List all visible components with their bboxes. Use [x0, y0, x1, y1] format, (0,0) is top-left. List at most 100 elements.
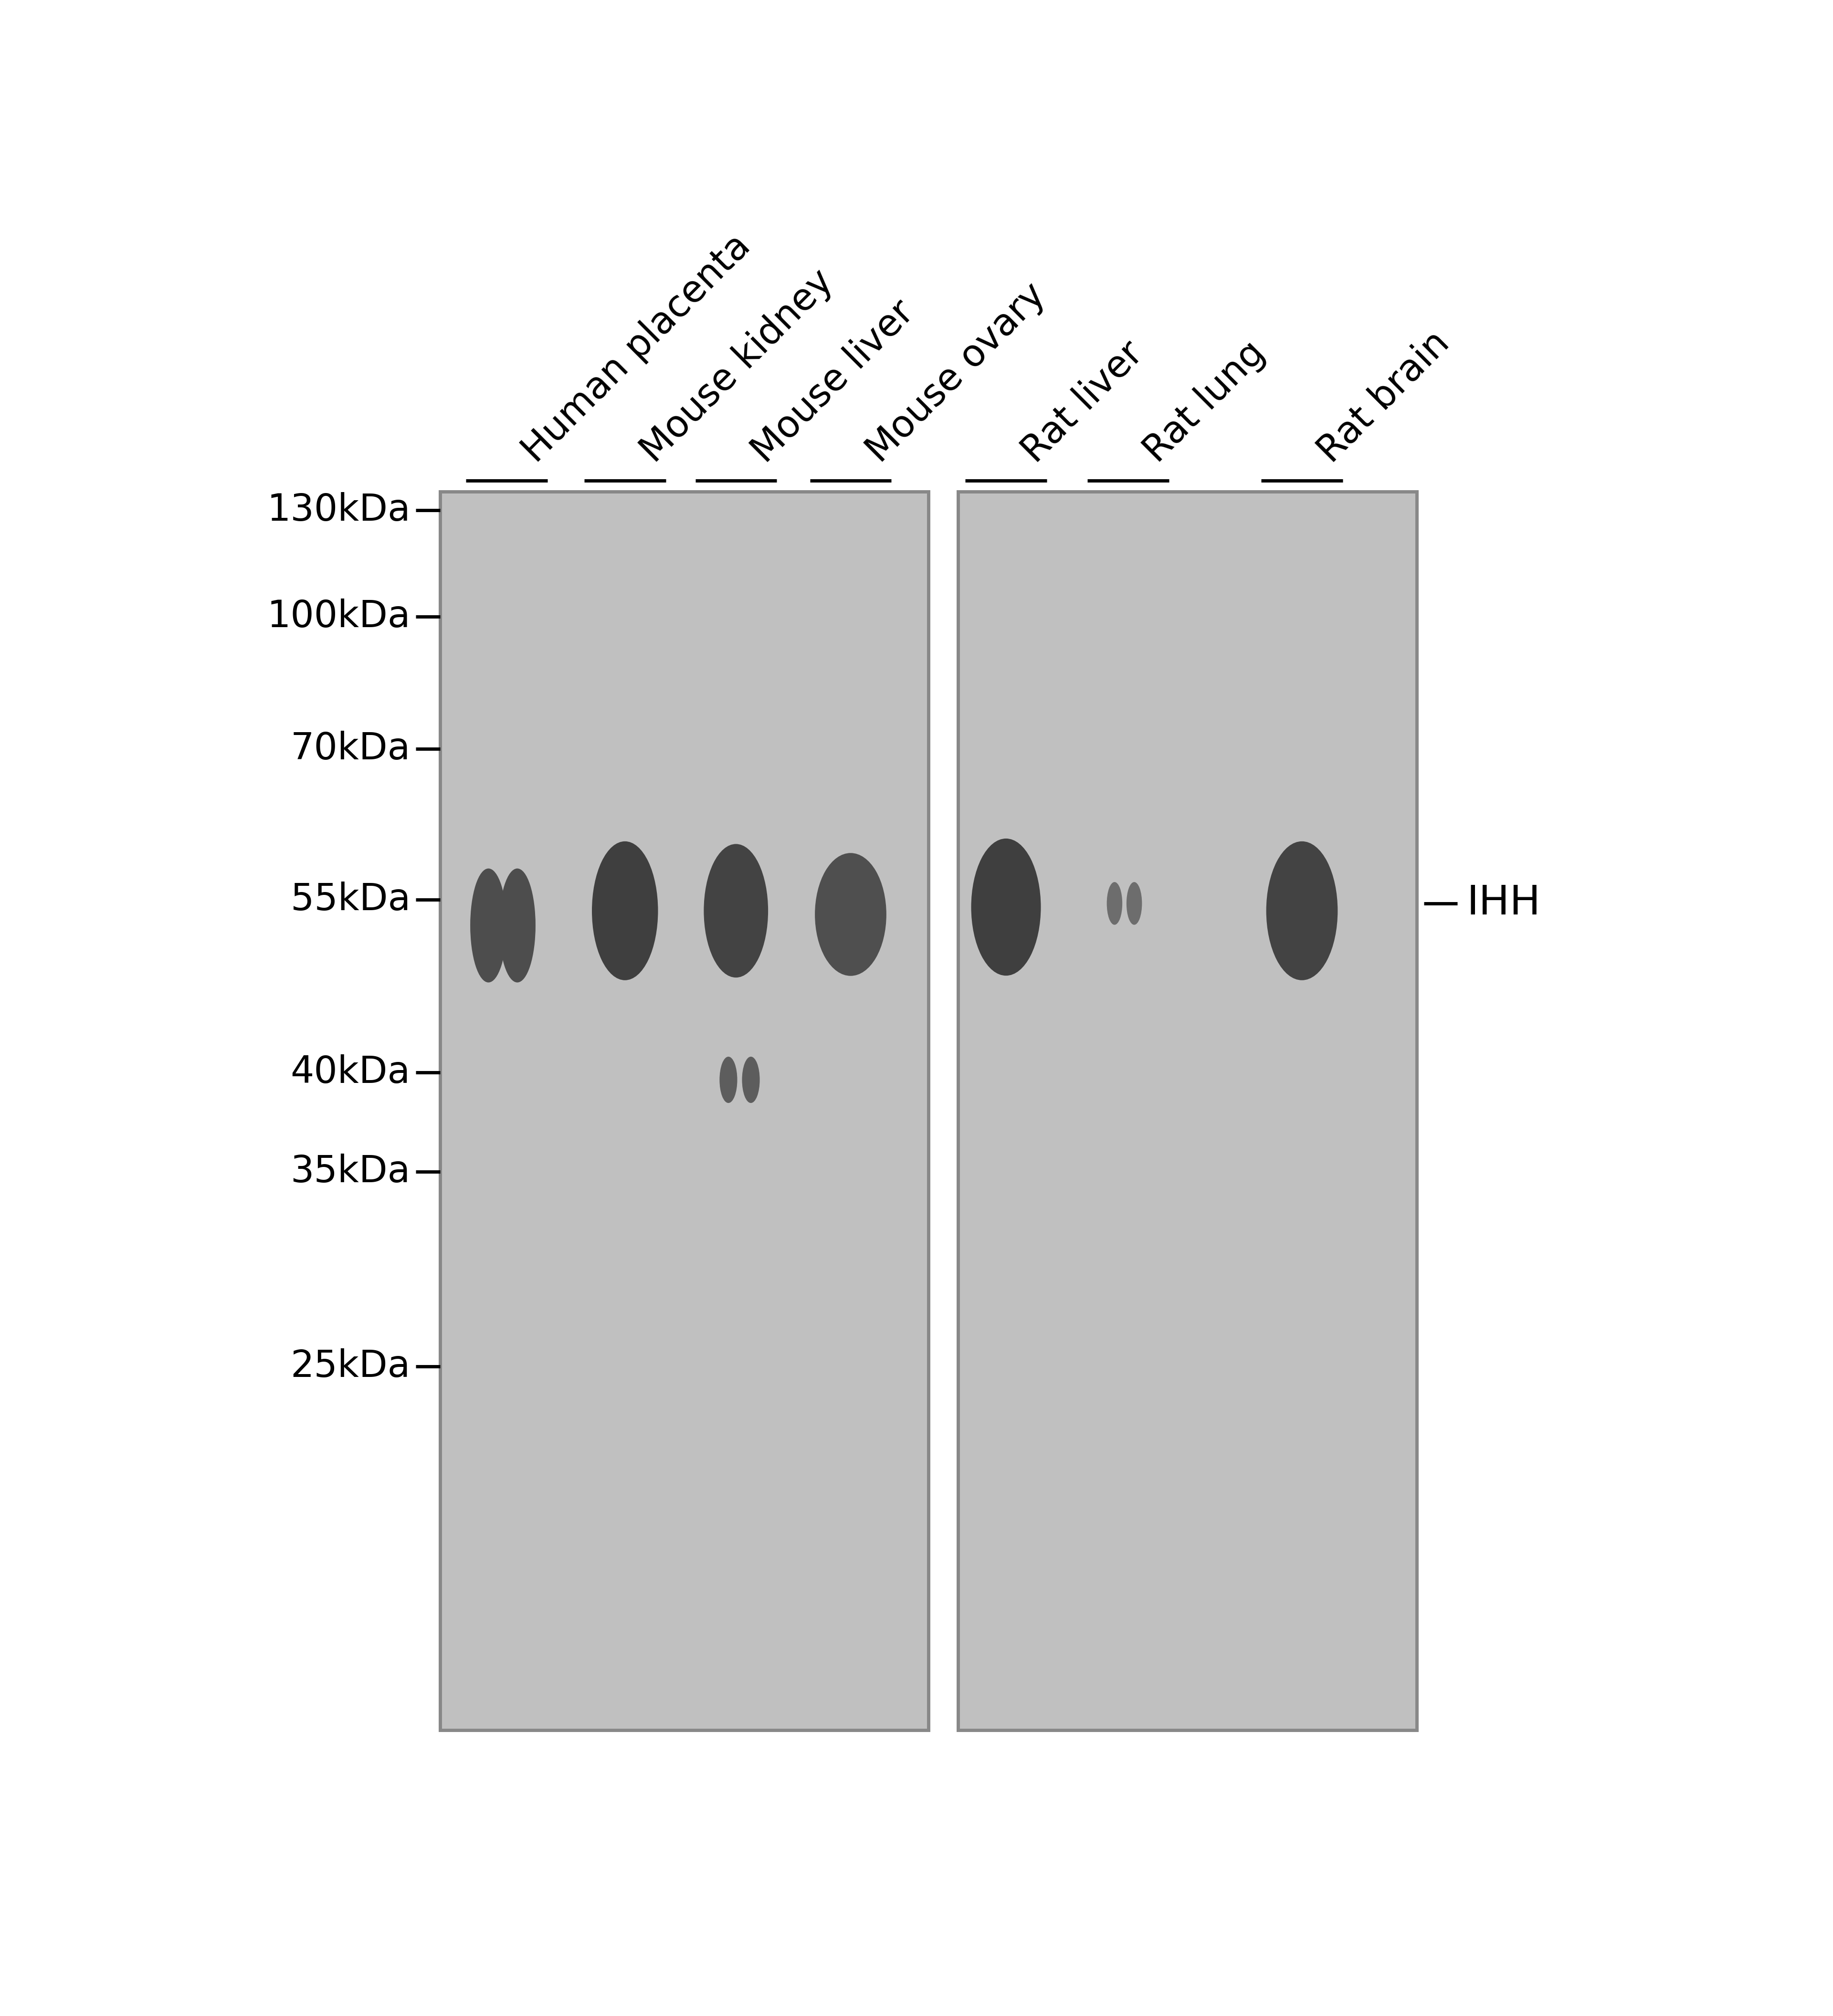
- Ellipse shape: [744, 1060, 757, 1099]
- Ellipse shape: [1272, 853, 1331, 970]
- Ellipse shape: [717, 867, 755, 954]
- Ellipse shape: [603, 861, 647, 960]
- Ellipse shape: [744, 1062, 757, 1097]
- Ellipse shape: [724, 1068, 733, 1093]
- Ellipse shape: [1129, 887, 1140, 919]
- Ellipse shape: [832, 881, 869, 948]
- Ellipse shape: [502, 877, 532, 974]
- Ellipse shape: [1109, 887, 1120, 921]
- Ellipse shape: [471, 869, 506, 982]
- Ellipse shape: [829, 875, 873, 954]
- Ellipse shape: [973, 843, 1037, 972]
- Ellipse shape: [508, 893, 528, 960]
- Ellipse shape: [748, 1070, 753, 1091]
- Ellipse shape: [1129, 891, 1138, 915]
- Ellipse shape: [706, 847, 766, 976]
- Ellipse shape: [819, 861, 882, 968]
- Ellipse shape: [992, 875, 1019, 939]
- Ellipse shape: [748, 1068, 755, 1091]
- Ellipse shape: [610, 877, 640, 946]
- Ellipse shape: [1109, 889, 1120, 919]
- Ellipse shape: [981, 857, 1030, 958]
- Ellipse shape: [1267, 841, 1338, 980]
- Ellipse shape: [1129, 891, 1138, 917]
- Ellipse shape: [603, 863, 647, 958]
- Text: 25kDa: 25kDa: [290, 1349, 411, 1385]
- Ellipse shape: [1276, 859, 1327, 962]
- Ellipse shape: [510, 899, 524, 952]
- Ellipse shape: [706, 849, 766, 974]
- Ellipse shape: [1127, 883, 1142, 925]
- Ellipse shape: [504, 883, 530, 968]
- Ellipse shape: [742, 1058, 759, 1101]
- Ellipse shape: [1129, 889, 1140, 917]
- Ellipse shape: [614, 883, 636, 937]
- Ellipse shape: [1268, 847, 1334, 976]
- Ellipse shape: [726, 1070, 731, 1089]
- Ellipse shape: [722, 1064, 735, 1095]
- Ellipse shape: [506, 891, 528, 962]
- Ellipse shape: [1127, 885, 1140, 921]
- Ellipse shape: [502, 879, 532, 972]
- Ellipse shape: [746, 1068, 755, 1093]
- Ellipse shape: [724, 1066, 733, 1093]
- Ellipse shape: [744, 1062, 757, 1099]
- Ellipse shape: [1109, 887, 1120, 919]
- Ellipse shape: [977, 847, 1036, 968]
- Text: 55kDa: 55kDa: [290, 881, 411, 917]
- Ellipse shape: [720, 1058, 737, 1103]
- Ellipse shape: [473, 877, 504, 974]
- Ellipse shape: [1267, 843, 1336, 978]
- Ellipse shape: [1113, 895, 1116, 911]
- Ellipse shape: [816, 855, 885, 974]
- Text: 100kDa: 100kDa: [268, 599, 411, 635]
- Ellipse shape: [1113, 895, 1118, 913]
- Ellipse shape: [1283, 873, 1320, 950]
- Ellipse shape: [484, 905, 493, 946]
- Ellipse shape: [726, 887, 746, 935]
- Ellipse shape: [971, 839, 1041, 976]
- Ellipse shape: [836, 887, 865, 943]
- Ellipse shape: [722, 1064, 733, 1095]
- Text: Rat lung: Rat lung: [1136, 335, 1272, 470]
- Ellipse shape: [1127, 883, 1142, 923]
- Ellipse shape: [704, 845, 768, 978]
- Ellipse shape: [1111, 893, 1118, 915]
- Ellipse shape: [722, 1062, 735, 1097]
- Ellipse shape: [834, 883, 867, 946]
- Ellipse shape: [504, 885, 530, 966]
- Ellipse shape: [594, 843, 656, 978]
- Ellipse shape: [742, 1056, 759, 1103]
- Ellipse shape: [609, 873, 642, 950]
- Ellipse shape: [605, 865, 645, 956]
- Ellipse shape: [726, 1070, 731, 1089]
- Ellipse shape: [720, 1058, 737, 1101]
- Ellipse shape: [1107, 885, 1122, 923]
- Ellipse shape: [616, 885, 634, 935]
- Ellipse shape: [1109, 887, 1120, 919]
- Ellipse shape: [995, 881, 1017, 933]
- Ellipse shape: [726, 1070, 731, 1091]
- Text: Rat brain: Rat brain: [1311, 325, 1457, 470]
- Ellipse shape: [499, 869, 535, 982]
- Ellipse shape: [711, 859, 761, 962]
- Ellipse shape: [471, 873, 506, 980]
- Ellipse shape: [748, 1068, 755, 1091]
- Ellipse shape: [977, 849, 1034, 966]
- Text: 35kDa: 35kDa: [290, 1153, 411, 1189]
- Ellipse shape: [609, 875, 640, 948]
- Ellipse shape: [612, 879, 638, 943]
- Ellipse shape: [1283, 871, 1322, 952]
- Ellipse shape: [601, 859, 649, 962]
- Ellipse shape: [830, 877, 871, 952]
- Ellipse shape: [475, 883, 502, 968]
- Ellipse shape: [992, 873, 1021, 941]
- Ellipse shape: [475, 879, 502, 972]
- Ellipse shape: [480, 897, 497, 954]
- Ellipse shape: [1107, 883, 1122, 925]
- Ellipse shape: [823, 867, 878, 962]
- Text: IHH: IHH: [1466, 883, 1542, 923]
- Ellipse shape: [836, 885, 867, 946]
- Ellipse shape: [744, 1062, 757, 1097]
- Ellipse shape: [708, 853, 764, 970]
